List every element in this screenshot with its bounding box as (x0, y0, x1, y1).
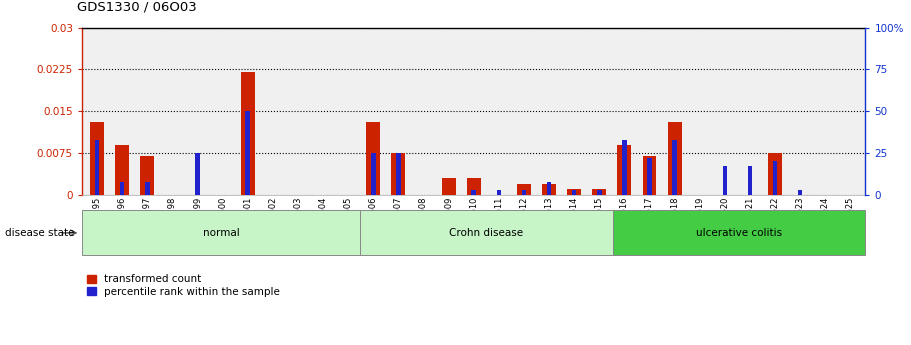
Bar (472, 190, 476, 195)
Bar (568, 189, 581, 195)
Bar (82, 210, 360, 255)
Legend: transformed count, percentile rank within the sample: transformed count, percentile rank withi… (87, 274, 280, 297)
Bar (672, 140, 677, 195)
Bar (592, 189, 606, 195)
Bar (642, 156, 657, 195)
Bar (572, 190, 577, 195)
Bar (547, 181, 551, 195)
Text: normal: normal (202, 228, 240, 238)
Bar (120, 181, 125, 195)
Bar (241, 72, 255, 195)
Bar (392, 153, 405, 195)
Bar (722, 167, 727, 195)
Bar (768, 153, 782, 195)
Bar (613, 210, 865, 255)
Bar (647, 158, 651, 195)
Bar (522, 190, 527, 195)
Bar (496, 190, 501, 195)
Bar (145, 181, 149, 195)
Bar (442, 178, 456, 195)
Text: disease state: disease state (5, 228, 74, 238)
Bar (116, 145, 129, 195)
Text: ulcerative colitis: ulcerative colitis (696, 228, 783, 238)
Bar (517, 184, 531, 195)
Bar (748, 167, 752, 195)
Text: GDS1330 / 06O03: GDS1330 / 06O03 (77, 1, 197, 14)
Bar (366, 122, 380, 195)
Bar (466, 178, 481, 195)
Bar (798, 190, 803, 195)
Bar (668, 122, 681, 195)
Bar (622, 140, 627, 195)
Bar (773, 161, 777, 195)
Bar (618, 145, 631, 195)
Bar (140, 156, 154, 195)
Bar (245, 111, 250, 195)
Text: Crohn disease: Crohn disease (449, 228, 524, 238)
Bar (371, 153, 375, 195)
Bar (95, 140, 99, 195)
Bar (360, 210, 613, 255)
Bar (396, 153, 401, 195)
Bar (90, 122, 104, 195)
Bar (542, 184, 556, 195)
Bar (597, 190, 601, 195)
Bar (195, 153, 200, 195)
